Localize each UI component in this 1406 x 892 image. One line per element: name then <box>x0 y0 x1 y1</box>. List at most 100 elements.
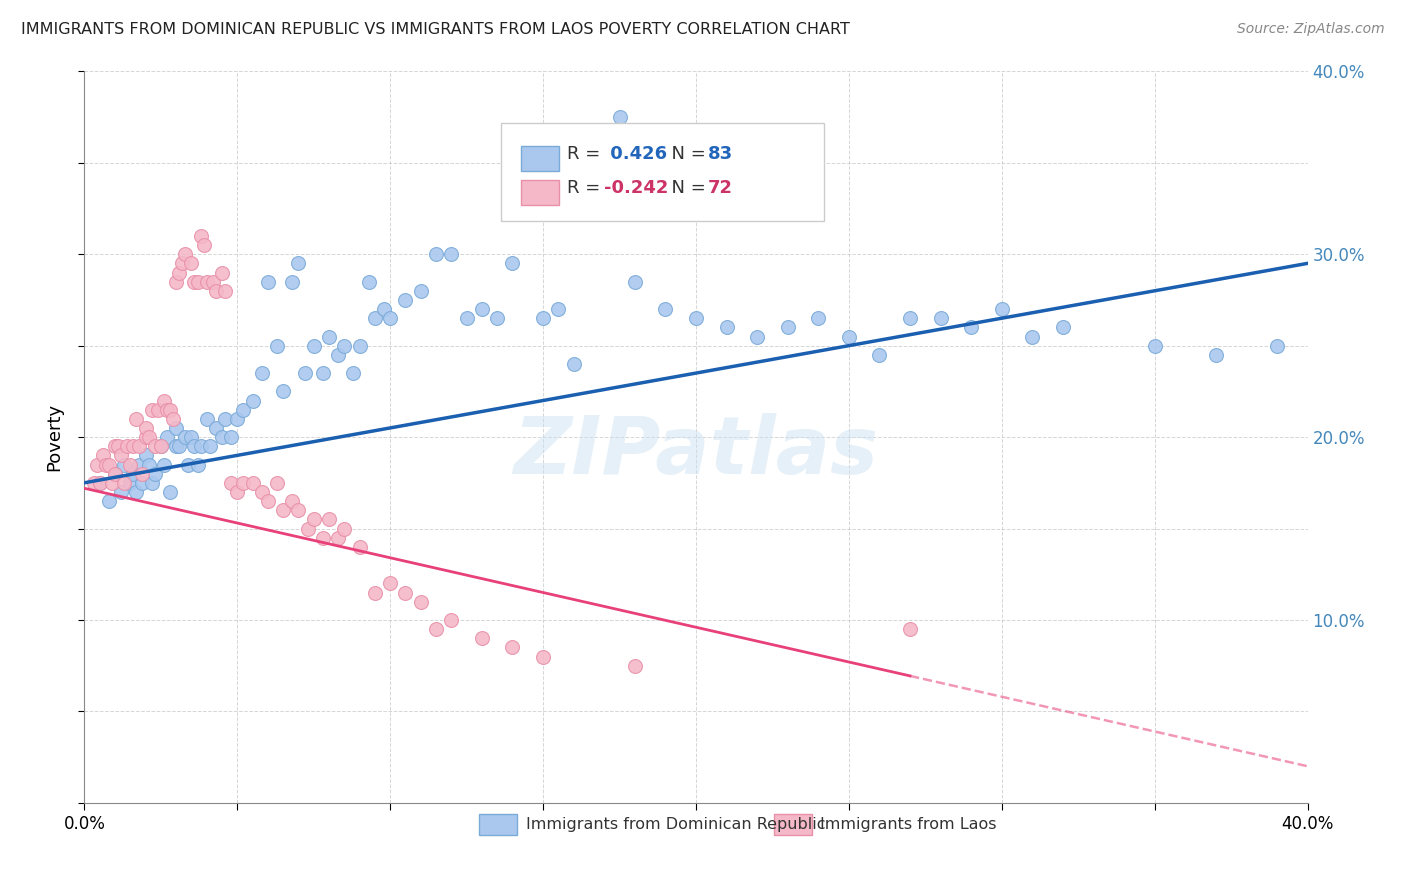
Point <box>112 458 135 472</box>
Point <box>131 467 153 481</box>
Point <box>183 275 205 289</box>
Point <box>201 275 224 289</box>
Point <box>138 430 160 444</box>
Point <box>149 439 172 453</box>
Point <box>287 503 309 517</box>
Point <box>159 485 181 500</box>
Point <box>214 412 236 426</box>
Point <box>135 448 157 462</box>
Text: 0.426: 0.426 <box>603 145 666 163</box>
Point <box>364 585 387 599</box>
Point <box>156 402 179 417</box>
Point <box>131 475 153 490</box>
Point <box>138 458 160 472</box>
Point <box>257 494 280 508</box>
Point <box>456 311 478 326</box>
Point <box>107 439 129 453</box>
Point <box>174 247 197 261</box>
Point <box>135 421 157 435</box>
Point <box>180 430 202 444</box>
Point <box>104 467 127 481</box>
Point <box>153 393 176 408</box>
Point <box>226 412 249 426</box>
Point <box>425 622 447 636</box>
Point <box>250 485 273 500</box>
Point <box>297 521 319 535</box>
Point <box>1143 338 1166 352</box>
Point <box>531 649 554 664</box>
Point <box>312 531 335 545</box>
Point <box>266 475 288 490</box>
Point <box>122 467 145 481</box>
Point <box>991 301 1014 317</box>
Point <box>125 412 148 426</box>
Point <box>91 448 114 462</box>
Point <box>318 329 340 343</box>
Point <box>302 338 325 352</box>
Point <box>174 430 197 444</box>
Point <box>153 458 176 472</box>
Point <box>226 485 249 500</box>
Point <box>1021 329 1043 343</box>
Point <box>409 594 432 608</box>
Point <box>167 439 190 453</box>
Point <box>1265 338 1288 352</box>
Point <box>120 458 142 472</box>
Y-axis label: Poverty: Poverty <box>45 403 63 471</box>
Point <box>318 512 340 526</box>
Point <box>281 494 304 508</box>
Point <box>357 275 380 289</box>
Point <box>195 412 218 426</box>
Point <box>312 366 335 380</box>
Point <box>165 439 187 453</box>
Point <box>205 284 228 298</box>
Point <box>342 366 364 380</box>
Point <box>547 301 569 317</box>
Point <box>165 421 187 435</box>
Point <box>807 311 830 326</box>
Point <box>380 576 402 591</box>
Point <box>143 439 166 453</box>
Point <box>180 256 202 270</box>
Text: N =: N = <box>659 145 711 163</box>
Point <box>960 320 983 334</box>
Point <box>183 439 205 453</box>
Point <box>125 485 148 500</box>
Point <box>186 275 208 289</box>
Point <box>380 311 402 326</box>
Point <box>898 311 921 326</box>
Point <box>1205 348 1227 362</box>
Point <box>929 311 952 326</box>
Point <box>271 503 294 517</box>
Point <box>205 421 228 435</box>
Point <box>128 458 150 472</box>
Point <box>562 357 585 371</box>
Point <box>257 275 280 289</box>
Point <box>94 458 117 472</box>
Point <box>211 430 233 444</box>
Point <box>104 439 127 453</box>
Point <box>120 475 142 490</box>
Point <box>219 475 242 490</box>
Point <box>394 585 416 599</box>
Point <box>471 301 494 317</box>
Point <box>624 658 647 673</box>
Point <box>373 301 395 317</box>
Point <box>440 613 463 627</box>
Point <box>112 475 135 490</box>
Point <box>198 439 221 453</box>
Point <box>685 311 707 326</box>
Point <box>232 475 254 490</box>
Point <box>271 384 294 399</box>
Point <box>333 338 356 352</box>
Point <box>141 475 163 490</box>
Point <box>156 430 179 444</box>
Point <box>364 311 387 326</box>
Point <box>128 439 150 453</box>
Point <box>101 475 124 490</box>
Point <box>869 348 891 362</box>
Point <box>115 439 138 453</box>
Point <box>232 402 254 417</box>
Point <box>838 329 860 343</box>
Point <box>531 311 554 326</box>
